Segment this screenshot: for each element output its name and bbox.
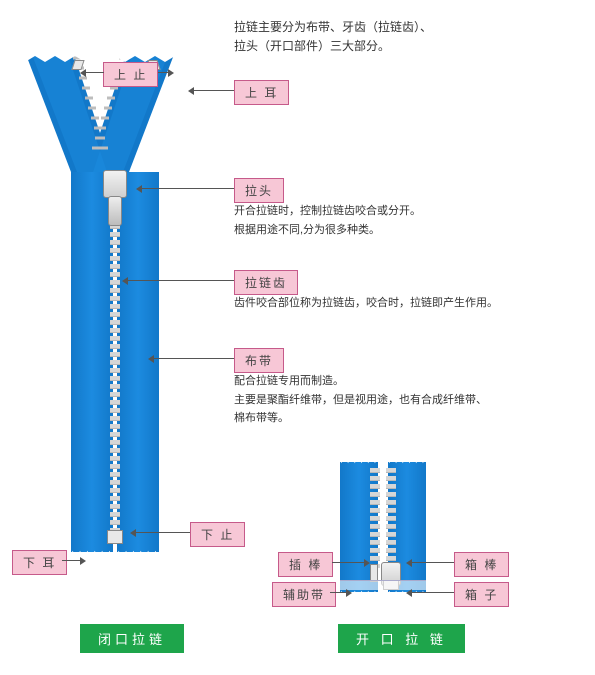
open-teeth-left xyxy=(370,468,380,568)
arrow-teeth xyxy=(124,280,234,281)
desc-teeth: 齿件咬合部位称为拉链齿，咬合时，拉链即产生作用。 xyxy=(234,294,498,313)
desc-slider-l2: 根据用途不同,分为很多种类。 xyxy=(234,221,421,240)
label-teeth: 拉链齿 xyxy=(234,270,298,295)
arrow-pin xyxy=(332,562,368,563)
arrow-bottom-ear xyxy=(62,560,84,561)
intro-line1: 拉链主要分为布带、牙齿（拉链齿）、 xyxy=(234,18,432,37)
slider-pull xyxy=(108,196,122,226)
desc-slider: 开合拉链时，控制拉链齿咬合或分开。 根据用途不同,分为很多种类。 xyxy=(234,202,421,239)
desc-tape: 配合拉链专用而制造。 主要是聚酯纤维带，但是视用途，也有合成纤维带、 棉布带等。 xyxy=(234,372,487,428)
bottom-stop xyxy=(107,530,123,544)
arrow-top-stop-r xyxy=(158,72,172,73)
desc-tape-l1: 配合拉链专用而制造。 xyxy=(234,372,487,391)
label-slider: 拉头 xyxy=(234,178,284,203)
title-closed: 闭口拉链 xyxy=(80,624,184,653)
closed-left-tape xyxy=(71,172,113,552)
open-teeth-right xyxy=(386,468,396,568)
desc-tape-l2: 主要是聚酯纤维带，但是视用途，也有合成纤维带、 xyxy=(234,391,487,410)
label-box: 箱 子 xyxy=(454,582,509,607)
label-bottom-stop: 下 止 xyxy=(190,522,245,547)
arrow-bottom-stop xyxy=(132,532,190,533)
label-tape: 布带 xyxy=(234,348,284,373)
intro-line2: 拉头（开口部件）三大部分。 xyxy=(234,37,432,56)
label-bottom-ear: 下 耳 xyxy=(12,550,67,575)
desc-slider-l1: 开合拉链时，控制拉链齿咬合或分开。 xyxy=(234,202,421,221)
arrow-tape xyxy=(150,358,234,359)
label-retainer-box: 箱 棒 xyxy=(454,552,509,577)
desc-teeth-l1: 齿件咬合部位称为拉链齿，咬合时，拉链即产生作用。 xyxy=(234,294,498,313)
intro-text: 拉链主要分为布带、牙齿（拉链齿）、 拉头（开口部件）三大部分。 xyxy=(234,18,432,56)
arrow-aux-tape xyxy=(330,592,350,593)
closed-teeth xyxy=(110,192,120,532)
arrow-retainer-box xyxy=(408,562,454,563)
arrow-box xyxy=(408,592,454,593)
label-aux-tape: 辅助带 xyxy=(272,582,336,607)
label-pin: 插 棒 xyxy=(278,552,333,577)
slider-body xyxy=(103,170,127,198)
title-open: 开 口 拉 链 xyxy=(338,624,465,653)
arrow-top-ear xyxy=(190,90,234,91)
label-top-stop: 上 止 xyxy=(103,62,158,87)
arrow-slider xyxy=(138,188,234,189)
arrow-top-stop-l xyxy=(82,72,104,73)
desc-tape-l3: 棉布带等。 xyxy=(234,409,487,428)
label-top-ear: 上 耳 xyxy=(234,80,289,105)
